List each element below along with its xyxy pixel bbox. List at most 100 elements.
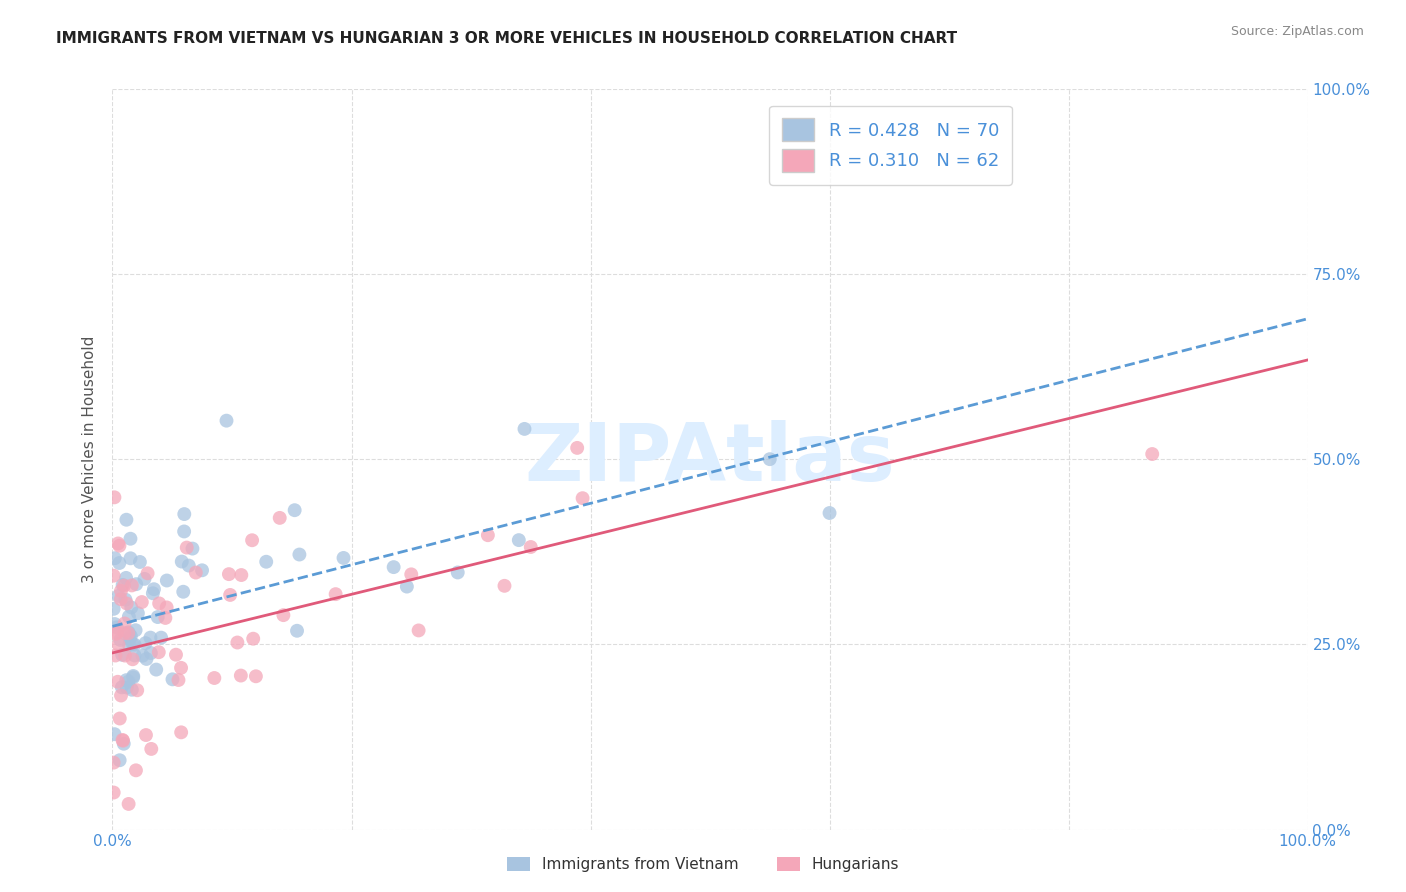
Point <box>108 539 131 553</box>
Point <box>120 532 142 546</box>
Legend: R = 0.428   N = 70, R = 0.310   N = 62: R = 0.428 N = 70, R = 0.310 N = 62 <box>769 105 1012 185</box>
Point <box>332 551 354 566</box>
Text: Source: ZipAtlas.com: Source: ZipAtlas.com <box>1230 25 1364 38</box>
Point <box>146 610 169 624</box>
Point <box>240 533 263 548</box>
Point <box>127 683 149 698</box>
Point <box>273 608 295 623</box>
Point <box>131 648 153 663</box>
Point <box>231 568 253 582</box>
Point <box>115 571 138 585</box>
Point <box>121 637 143 651</box>
Point <box>285 624 308 638</box>
Point <box>218 567 240 582</box>
Point <box>114 648 136 663</box>
Point <box>110 583 132 598</box>
Point <box>142 582 165 597</box>
Point <box>112 626 135 640</box>
Y-axis label: 3 or more Vehicles in Household: 3 or more Vehicles in Household <box>82 335 97 583</box>
Point <box>229 668 252 682</box>
Point <box>156 574 179 588</box>
Point <box>155 611 177 625</box>
Point <box>115 597 138 611</box>
Point <box>172 584 194 599</box>
Point <box>135 652 157 666</box>
Point <box>184 566 207 580</box>
Point <box>118 638 141 652</box>
Point <box>108 712 131 726</box>
Point <box>134 636 156 650</box>
Point <box>104 617 127 632</box>
Point <box>215 414 238 428</box>
Point <box>121 578 143 592</box>
Point <box>177 558 200 573</box>
Point <box>107 589 129 603</box>
Point <box>107 638 129 652</box>
Point <box>117 626 139 640</box>
Point <box>118 609 141 624</box>
Point <box>112 733 135 747</box>
Point <box>111 681 134 695</box>
Point <box>382 560 405 574</box>
Point <box>245 669 267 683</box>
Point <box>117 674 139 689</box>
Point <box>103 602 125 616</box>
Point <box>110 689 132 703</box>
Point <box>176 541 198 555</box>
Point <box>181 541 204 556</box>
Legend: Immigrants from Vietnam, Hungarians: Immigrants from Vietnam, Hungarians <box>499 849 907 880</box>
Point <box>170 661 193 675</box>
Point <box>120 629 142 643</box>
Point <box>107 674 129 689</box>
Point <box>226 635 249 649</box>
Point <box>191 563 214 577</box>
Point <box>395 580 418 594</box>
Point <box>120 600 142 615</box>
Point <box>112 737 135 751</box>
Point <box>142 586 165 600</box>
Point <box>401 567 423 582</box>
Point <box>115 681 138 695</box>
Point <box>165 648 187 662</box>
Text: IMMIGRANTS FROM VIETNAM VS HUNGARIAN 3 OR MORE VEHICLES IN HOUSEHOLD CORRELATION: IMMIGRANTS FROM VIETNAM VS HUNGARIAN 3 O… <box>56 31 957 46</box>
Point <box>105 620 128 634</box>
Point <box>148 645 170 659</box>
Point <box>104 551 127 566</box>
Point <box>818 506 841 520</box>
Point <box>242 632 264 646</box>
Point <box>103 756 125 770</box>
Point <box>118 632 141 646</box>
Point <box>105 625 128 640</box>
Point <box>148 596 170 610</box>
Point <box>170 555 193 569</box>
Point <box>104 627 127 641</box>
Point <box>124 638 146 652</box>
Point <box>134 572 156 586</box>
Point <box>107 536 129 550</box>
Point <box>136 566 159 581</box>
Point <box>121 682 143 697</box>
Point <box>513 422 536 436</box>
Point <box>1142 447 1164 461</box>
Point <box>219 588 242 602</box>
Point <box>131 595 153 609</box>
Point <box>202 671 225 685</box>
Point <box>494 579 516 593</box>
Point <box>125 577 148 591</box>
Point <box>110 632 132 647</box>
Point <box>139 646 162 660</box>
Point <box>269 511 291 525</box>
Point <box>759 452 782 467</box>
Point <box>104 648 127 663</box>
Point <box>111 733 134 747</box>
Point <box>129 555 152 569</box>
Point <box>103 568 125 582</box>
Point <box>567 441 589 455</box>
Point <box>284 503 307 517</box>
Text: ZIPAtlas: ZIPAtlas <box>524 420 896 499</box>
Point <box>447 566 470 580</box>
Point <box>108 753 131 767</box>
Point <box>520 540 543 554</box>
Point <box>125 764 148 778</box>
Point <box>117 625 139 640</box>
